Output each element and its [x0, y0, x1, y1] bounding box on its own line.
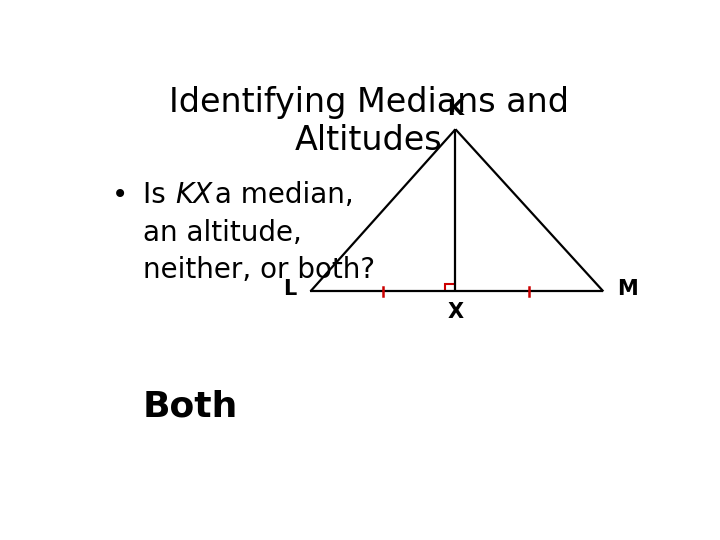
Text: L: L	[283, 279, 297, 299]
Text: K: K	[447, 99, 464, 119]
Text: Is: Is	[143, 181, 175, 209]
Text: neither, or both?: neither, or both?	[143, 256, 375, 284]
Text: KX: KX	[176, 181, 212, 209]
Text: an altitude,: an altitude,	[143, 219, 302, 247]
Text: Both: Both	[143, 389, 238, 423]
Text: Identifying Medians and
Altitudes: Identifying Medians and Altitudes	[169, 85, 569, 157]
Text: M: M	[617, 279, 638, 299]
Text: a median,: a median,	[206, 181, 354, 209]
Text: X: X	[447, 302, 464, 322]
Text: •: •	[112, 181, 129, 209]
